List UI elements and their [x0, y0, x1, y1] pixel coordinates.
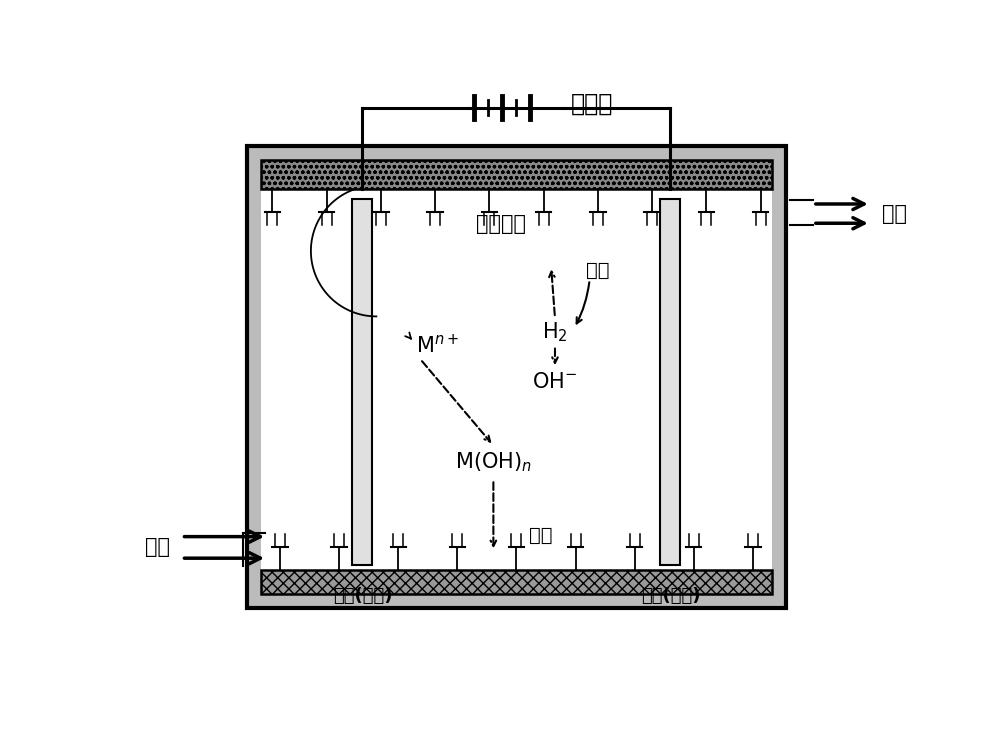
Text: 上浮污泥: 上浮污泥: [476, 214, 527, 234]
Text: 沉淀: 沉淀: [530, 526, 553, 545]
Text: OH$^{-}$: OH$^{-}$: [533, 372, 578, 392]
Text: M$^{n+}$: M$^{n+}$: [416, 333, 459, 357]
Bar: [661, 199, 681, 565]
Text: H$_2$: H$_2$: [543, 320, 568, 344]
Bar: [352, 199, 372, 565]
Text: M(OH)$_n$: M(OH)$_n$: [454, 451, 532, 474]
Text: 进水: 进水: [145, 537, 170, 558]
Text: 阴极(还原): 阴极(还原): [641, 587, 701, 605]
Text: 外电路: 外电路: [571, 92, 613, 116]
Bar: [261, 160, 772, 189]
Bar: [261, 160, 772, 594]
Bar: [247, 146, 786, 608]
Bar: [261, 569, 772, 594]
Text: 出水: 出水: [882, 204, 907, 224]
Text: 气浮: 气浮: [586, 261, 610, 280]
Text: 阳极(氧化): 阳极(氧化): [332, 587, 392, 605]
